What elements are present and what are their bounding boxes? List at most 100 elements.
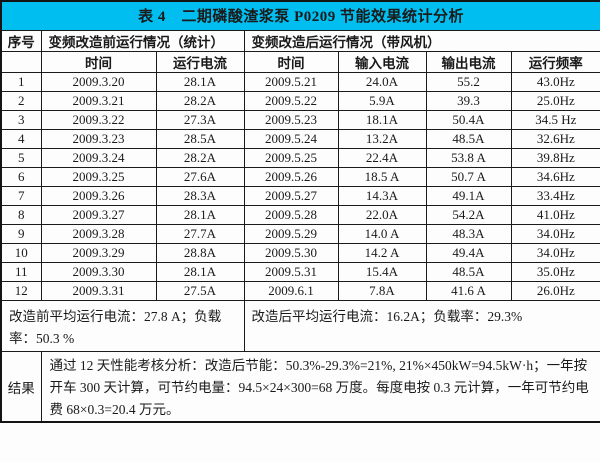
cell-after-time: 2009.5.28 <box>243 204 339 225</box>
cell-before-time: 2009.3.20 <box>40 71 157 92</box>
cell-output-current: 48.5A <box>425 128 512 149</box>
cell-run-frequency: 34.6Hz <box>510 166 600 187</box>
table-row: 9 2009.3.28 27.7A 2009.5.29 14.0 A 48.3A… <box>0 223 600 244</box>
cell-after-time: 2009.5.31 <box>243 261 339 282</box>
cell-before-current: 27.6A <box>155 166 245 187</box>
cell-row-no: 10 <box>0 242 42 263</box>
cell-before-current: 28.1A <box>155 261 245 282</box>
cell-after-time: 2009.5.24 <box>243 128 339 149</box>
header-after-time: 时间 <box>243 50 339 73</box>
cell-run-frequency: 26.0Hz <box>510 280 600 301</box>
header-index-label: 序号 <box>0 29 42 52</box>
summary-before-cell: 改造前平均运行电流：27.8 A；负载率：50.3 % <box>0 299 245 353</box>
header-columns-row: 时间 运行电流 时间 输入电流 输出电流 运行频率 <box>0 50 600 73</box>
cell-before-current: 28.2A <box>155 147 245 168</box>
table-row: 1 2009.3.20 28.1A 2009.5.21 24.0A 55.2 4… <box>0 71 600 92</box>
cell-before-time: 2009.3.22 <box>40 109 157 130</box>
cell-input-current: 18.1A <box>337 109 427 130</box>
cell-after-time: 2009.5.29 <box>243 223 339 244</box>
cell-before-time: 2009.3.30 <box>40 261 157 282</box>
cell-before-current: 28.3A <box>155 185 245 206</box>
cell-row-no: 5 <box>0 147 42 168</box>
cell-run-frequency: 34.5 Hz <box>510 109 600 130</box>
cell-output-current: 50.7 A <box>425 166 512 187</box>
cell-input-current: 13.2A <box>337 128 427 149</box>
summary-after-cell: 改造后平均运行电流：16.2A；负载率：29.3% <box>243 299 600 353</box>
cell-row-no: 9 <box>0 223 42 244</box>
cell-output-current: 39.3 <box>425 90 512 111</box>
header-before-group-label: 变频改造前运行情况（统计） <box>40 29 245 52</box>
cell-row-no: 11 <box>0 261 42 282</box>
cell-output-current: 55.2 <box>425 71 512 92</box>
table-title-row: 表 4 二期磷酸渣浆泵 P0209 节能效果统计分析 <box>0 0 600 31</box>
table-title: 表 4 二期磷酸渣浆泵 P0209 节能效果统计分析 <box>0 0 600 31</box>
cell-output-current: 49.1A <box>425 185 512 206</box>
cell-input-current: 18.5 A <box>337 166 427 187</box>
cell-output-current: 54.2A <box>425 204 512 225</box>
cell-output-current: 50.4A <box>425 109 512 130</box>
table-row: 6 2009.3.25 27.6A 2009.5.26 18.5 A 50.7 … <box>0 166 600 187</box>
cell-run-frequency: 39.8Hz <box>510 147 600 168</box>
header-empty-cell <box>0 50 42 73</box>
cell-before-time: 2009.3.31 <box>40 280 157 301</box>
table-row: 7 2009.3.26 28.3A 2009.5.27 14.3A 49.1A … <box>0 185 600 206</box>
cell-before-current: 28.1A <box>155 71 245 92</box>
cell-input-current: 14.3A <box>337 185 427 206</box>
cell-run-frequency: 41.0Hz <box>510 204 600 225</box>
cell-after-time: 2009.5.22 <box>243 90 339 111</box>
header-input-current: 输入电流 <box>337 50 427 73</box>
cell-input-current: 14.0 A <box>337 223 427 244</box>
cell-input-current: 24.0A <box>337 71 427 92</box>
table-row: 3 2009.3.22 27.3A 2009.5.23 18.1A 50.4A … <box>0 109 600 130</box>
cell-before-current: 28.2A <box>155 90 245 111</box>
cell-row-no: 12 <box>0 280 42 301</box>
cell-input-current: 22.0A <box>337 204 427 225</box>
energy-saving-statistics-table: 表 4 二期磷酸渣浆泵 P0209 节能效果统计分析 序号 变频改造前运行情况（… <box>0 0 600 423</box>
table-row: 4 2009.3.23 28.5A 2009.5.24 13.2A 48.5A … <box>0 128 600 149</box>
cell-input-current: 15.4A <box>337 261 427 282</box>
cell-before-current: 27.5A <box>155 280 245 301</box>
table-row: 5 2009.3.24 28.2A 2009.5.25 22.4A 53.8 A… <box>0 147 600 168</box>
cell-before-time: 2009.3.28 <box>40 223 157 244</box>
result-row: 结果 通过 12 天性能考核分析：改造后节能：50.3%-29.3%=21%, … <box>0 351 600 423</box>
cell-row-no: 3 <box>0 109 42 130</box>
cell-before-current: 28.5A <box>155 128 245 149</box>
table-row: 11 2009.3.30 28.1A 2009.5.31 15.4A 48.5A… <box>0 261 600 282</box>
cell-row-no: 8 <box>0 204 42 225</box>
result-label: 结果 <box>0 351 42 423</box>
header-before-current: 运行电流 <box>155 50 245 73</box>
cell-output-current: 41.6 A <box>425 280 512 301</box>
cell-row-no: 6 <box>0 166 42 187</box>
cell-input-current: 14.2 A <box>337 242 427 263</box>
header-before-time: 时间 <box>40 50 157 73</box>
cell-run-frequency: 34.0Hz <box>510 242 600 263</box>
cell-before-time: 2009.3.23 <box>40 128 157 149</box>
cell-run-frequency: 32.6Hz <box>510 128 600 149</box>
header-group-row: 序号 变频改造前运行情况（统计） 变频改造后运行情况（带风机） <box>0 29 600 52</box>
cell-before-time: 2009.3.26 <box>40 185 157 206</box>
cell-after-time: 2009.5.23 <box>243 109 339 130</box>
cell-before-current: 27.7A <box>155 223 245 244</box>
header-output-current: 输出电流 <box>425 50 512 73</box>
cell-after-time: 2009.5.25 <box>243 147 339 168</box>
cell-row-no: 1 <box>0 71 42 92</box>
table-row: 8 2009.3.27 28.1A 2009.5.28 22.0A 54.2A … <box>0 204 600 225</box>
cell-before-time: 2009.3.29 <box>40 242 157 263</box>
cell-row-no: 7 <box>0 185 42 206</box>
summary-row: 改造前平均运行电流：27.8 A；负载率：50.3 % 改造后平均运行电流：16… <box>0 299 600 353</box>
cell-output-current: 53.8 A <box>425 147 512 168</box>
cell-output-current: 48.3A <box>425 223 512 244</box>
cell-after-time: 2009.5.26 <box>243 166 339 187</box>
table-row: 12 2009.3.31 27.5A 2009.6.1 7.8A 41.6 A … <box>0 280 600 301</box>
cell-input-current: 22.4A <box>337 147 427 168</box>
cell-before-current: 27.3A <box>155 109 245 130</box>
cell-run-frequency: 34.0Hz <box>510 223 600 244</box>
cell-input-current: 7.8A <box>337 280 427 301</box>
result-text: 通过 12 天性能考核分析：改造后节能：50.3%-29.3%=21%, 21%… <box>40 351 600 423</box>
cell-after-time: 2009.5.30 <box>243 242 339 263</box>
cell-row-no: 4 <box>0 128 42 149</box>
cell-after-time: 2009.5.27 <box>243 185 339 206</box>
cell-before-time: 2009.3.27 <box>40 204 157 225</box>
table-row: 2 2009.3.21 28.2A 2009.5.22 5.9A 39.3 25… <box>0 90 600 111</box>
header-after-group-label: 变频改造后运行情况（带风机） <box>243 29 600 52</box>
